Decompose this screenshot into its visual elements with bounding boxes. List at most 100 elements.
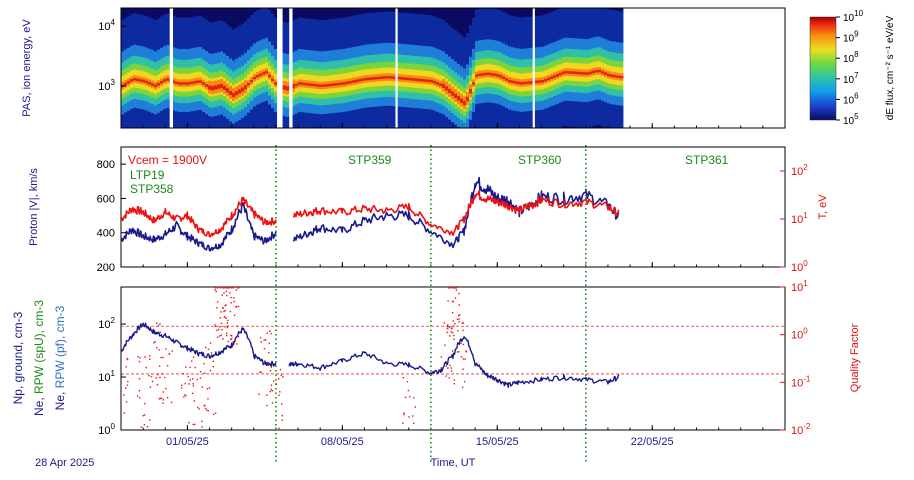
quality-factor-point (224, 309, 226, 312)
quality-factor-point (266, 332, 268, 334)
quality-factor-point (210, 352, 213, 354)
quality-factor-point (181, 384, 183, 387)
spectrogram-band-column (379, 76, 383, 80)
quality-factor-point (238, 287, 240, 289)
quality-factor-point (233, 343, 235, 345)
spectrogram-band-column (364, 77, 368, 81)
quality-factor-point (225, 317, 227, 320)
quality-factor-point (138, 360, 141, 363)
proton-speed-line (121, 176, 620, 252)
quality-factor-point (462, 322, 465, 324)
quality-factor-point (203, 372, 206, 374)
data-gap (277, 8, 283, 128)
quality-factor-point (230, 338, 232, 341)
quality-factor-point (447, 326, 449, 328)
spectrogram-band-column (274, 82, 278, 85)
quality-factor-point (222, 287, 225, 289)
quality-threshold-lines (121, 325, 785, 375)
quality-factor-point (450, 367, 453, 369)
spectrogram-band-column (334, 83, 338, 86)
spectrogram-band-column (523, 81, 527, 85)
quality-factor-point (270, 332, 272, 335)
quality-factor-point (455, 289, 458, 291)
spectrogram-band-column (268, 74, 272, 78)
quality-factor-point (194, 423, 196, 426)
quality-factor-point (207, 410, 209, 412)
spectrogram-band-column (553, 75, 557, 78)
panel-annotation: Vcem = 1900V (128, 153, 207, 167)
spectrogram-band-column (571, 71, 575, 74)
quality-factor-point (162, 399, 165, 401)
spectrogram-band-column (232, 92, 236, 98)
quality-factor-point (413, 422, 415, 425)
spectrogram-band-column (463, 100, 467, 106)
spectrogram-band-column (544, 78, 548, 82)
spectrogram-band-column (355, 79, 359, 83)
spectrogram-band-column (424, 79, 428, 82)
quality-factor-point (117, 389, 118, 390)
quality-factor-point (457, 330, 459, 332)
spectrogram-band-column (229, 90, 233, 96)
temperature-y-ticks: 102 101 100 (780, 163, 808, 274)
quality-factor-point (148, 375, 150, 377)
quality-factor-point (171, 350, 173, 352)
spectrogram-band-column (130, 79, 134, 82)
spectrogram-band-column (154, 84, 158, 88)
quality-factor-point (220, 322, 223, 324)
spectrogram-band-column (193, 81, 197, 84)
spectrogram-band-column (205, 84, 209, 87)
quality-factor-point (453, 379, 456, 381)
quality-factor-point (139, 357, 141, 359)
spectrogram-band-column (286, 86, 290, 91)
spectrogram-band-column (376, 76, 380, 80)
quality-factor-point (451, 350, 454, 352)
spectrogram-band-column (385, 76, 389, 79)
quality-factor-point (462, 329, 464, 332)
spectrogram-band-column (451, 91, 455, 96)
spectrogram-band-column (172, 80, 176, 84)
panel-annotation: STP358 (130, 182, 174, 196)
spectrogram-band-column (145, 80, 149, 84)
pas-y-axis-label: PAS, ion energy, eV (21, 19, 33, 117)
quality-factor-point (189, 379, 191, 381)
spectrogram-band-column (361, 78, 365, 82)
quality-factor-point (149, 386, 152, 388)
spectrogram-band-column (472, 82, 476, 85)
quality-factor-point (445, 375, 447, 377)
spectrogram-band-column (547, 77, 551, 81)
time-axis-label: Time, UT (431, 457, 476, 469)
quality-factor-point (205, 409, 208, 411)
quality-factor-point (451, 311, 454, 314)
quality-factor-point (453, 338, 455, 340)
quality-factor-point (204, 404, 206, 407)
quality-factor-point (449, 287, 452, 289)
quality-factor-point (449, 335, 451, 337)
quality-factor-point (192, 383, 194, 385)
quality-factor-point (192, 356, 195, 358)
spectrogram-band-column (583, 72, 587, 75)
quality-factor-point (203, 363, 205, 365)
pas-y-tick-label: 103 (98, 78, 115, 93)
spectrogram-band-column (418, 78, 422, 82)
pas-y-tick-label: 104 (98, 18, 115, 33)
spectrogram-band-column (196, 80, 200, 83)
quality-factor-point (447, 300, 449, 302)
quality-factor-point (270, 388, 273, 391)
quality-factor-point (231, 335, 233, 337)
quality-factor-point (159, 376, 161, 379)
quality-factor-point (158, 365, 161, 367)
quality-factor-point (454, 287, 457, 289)
quality-factor-point (156, 322, 158, 324)
quality-factor-point (456, 318, 459, 321)
quality-factor-point (156, 383, 159, 386)
spectrogram-band-column (556, 73, 560, 77)
spectrogram-band-column (412, 78, 416, 81)
quality-factor-point (237, 335, 240, 338)
quality-factor-point (273, 380, 275, 382)
quality-factor-point (151, 380, 154, 383)
quality-factor-point (218, 328, 220, 331)
quality-factor-point (125, 366, 127, 368)
quality-factor-point (459, 314, 461, 316)
spectrogram-band-column (331, 83, 335, 86)
spectrogram-band-column (265, 71, 269, 74)
